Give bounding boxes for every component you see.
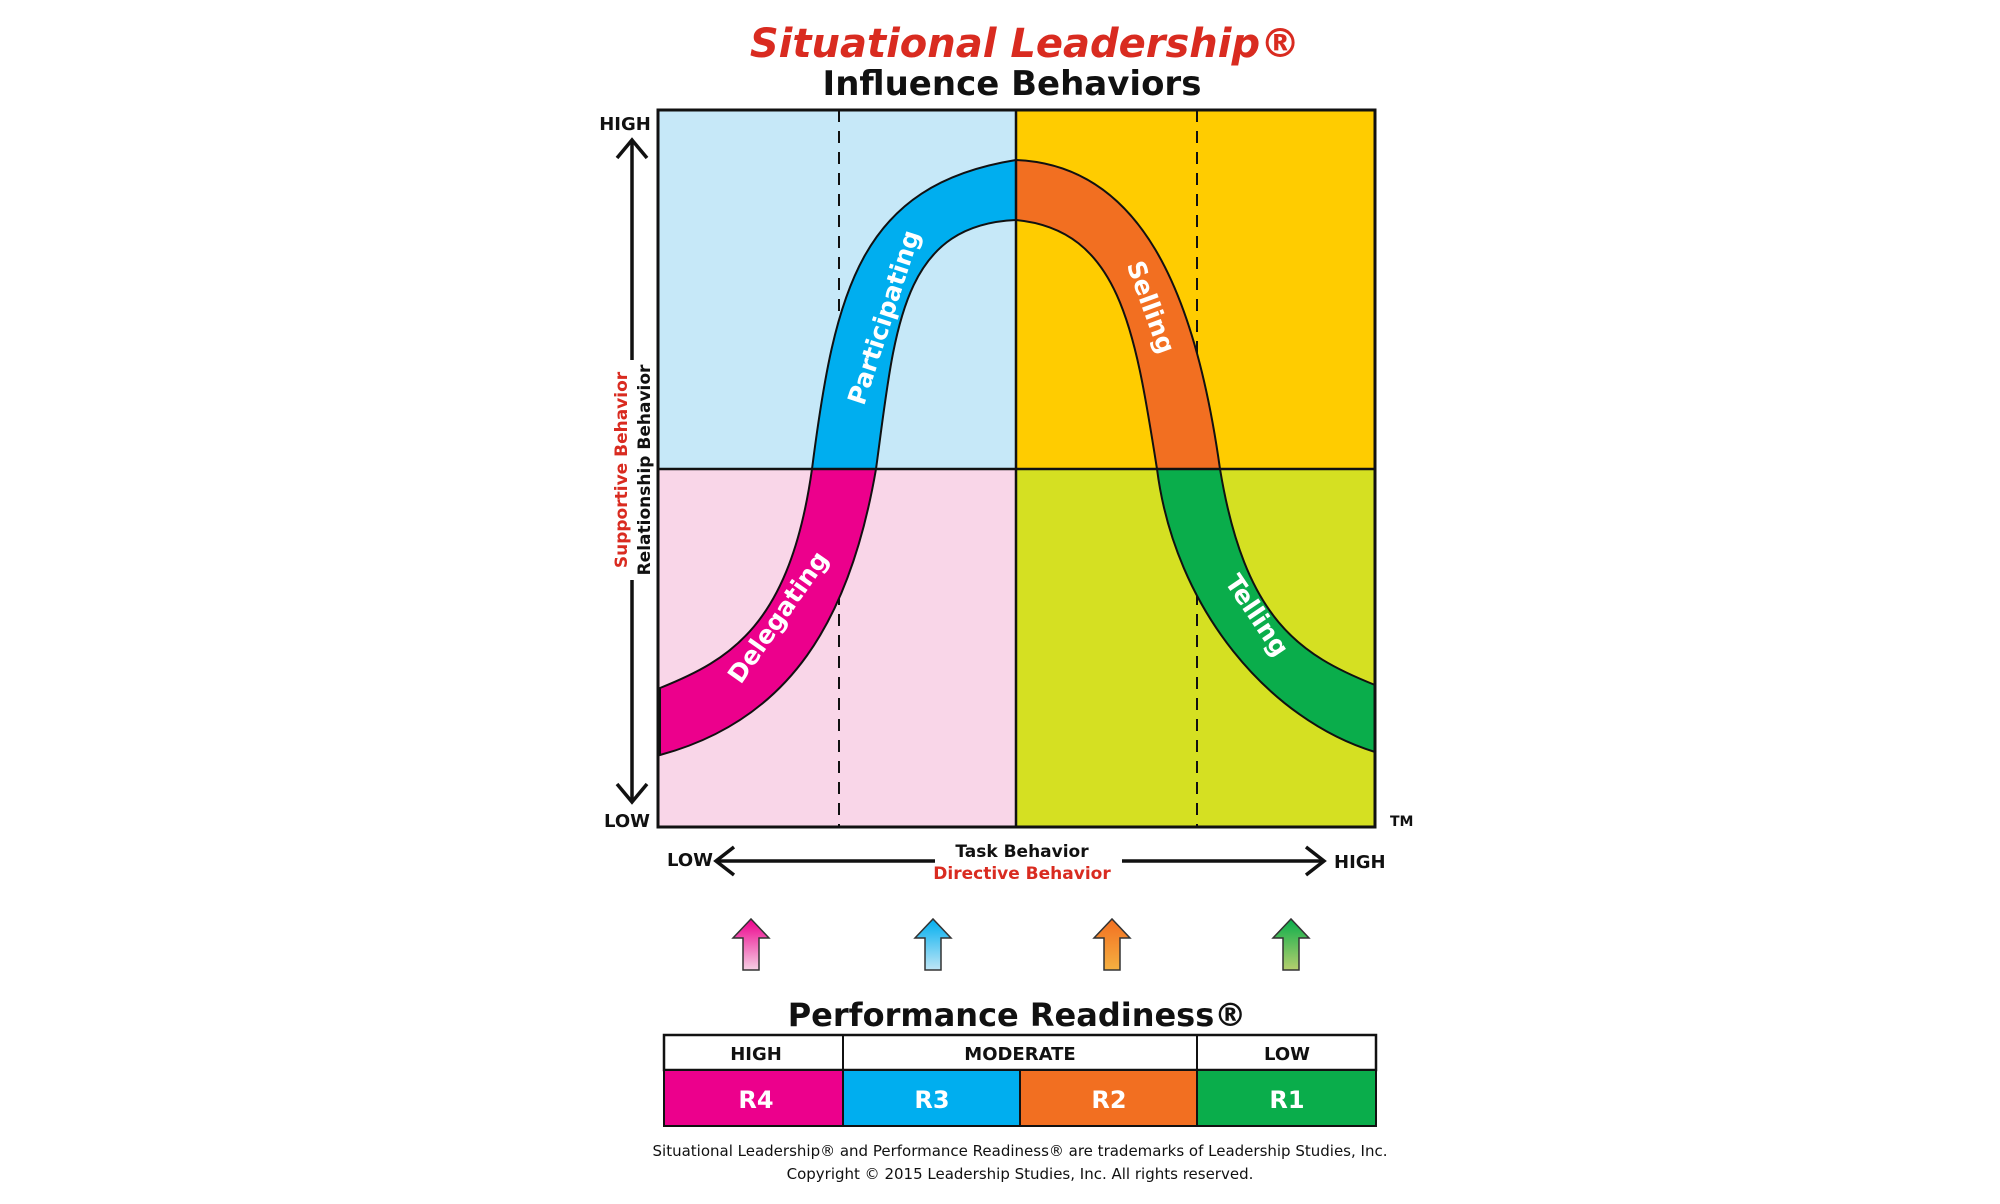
- readiness-label-r4: R4: [738, 1086, 773, 1114]
- readiness-cell-r4: [663, 1069, 844, 1127]
- readiness-arrow-r2-icon: [1092, 917, 1132, 971]
- x-axis-arrow: [713, 845, 1327, 877]
- readiness-label-r1: R1: [1269, 1086, 1304, 1114]
- readiness-label-r3: R3: [914, 1086, 949, 1114]
- y-axis-high-label: HIGH: [599, 114, 651, 135]
- x-axis-high-label: HIGH: [1334, 852, 1386, 873]
- y-axis-label-relationship: Relationship Behavior: [635, 364, 655, 575]
- diagram-title: Situational Leadership®: [750, 21, 1300, 67]
- readiness-arrow-r1-icon: [1271, 917, 1311, 971]
- footer-copyright: Copyright © 2015 Leadership Studies, Inc…: [787, 1165, 1254, 1183]
- diagram-subtitle: Influence Behaviors: [823, 64, 1202, 104]
- y-axis-low-label: LOW: [604, 811, 650, 832]
- x-axis-label-task: Task Behavior: [955, 842, 1089, 862]
- readiness-arrow-r3-icon: [913, 917, 953, 971]
- readiness-level-moderate: MODERATE: [964, 1044, 1075, 1065]
- x-axis-label-directive: Directive Behavior: [933, 864, 1111, 884]
- readiness-label-r2: R2: [1091, 1086, 1126, 1114]
- diagram-frame: [656, 108, 1377, 829]
- y-axis-label-supportive: Supportive Behavior: [612, 371, 632, 568]
- readiness-level-low: LOW: [1264, 1044, 1310, 1065]
- y-axis-arrow: [615, 137, 649, 805]
- readiness-arrow-r4-icon: [731, 917, 771, 971]
- readiness-title: Performance Readiness®: [788, 996, 1247, 1034]
- trademark-mark: TM: [1390, 814, 1413, 830]
- delegating-band: [659, 468, 878, 757]
- readiness-level-high: HIGH: [730, 1044, 782, 1065]
- readiness-cell-r1: [1196, 1069, 1377, 1127]
- readiness-cell-r2: [1019, 1069, 1198, 1127]
- readiness-table: [662, 1033, 1378, 1127]
- x-axis-low-label: LOW: [667, 850, 713, 871]
- footer-trademark-notice: Situational Leadership® and Performance …: [653, 1142, 1388, 1160]
